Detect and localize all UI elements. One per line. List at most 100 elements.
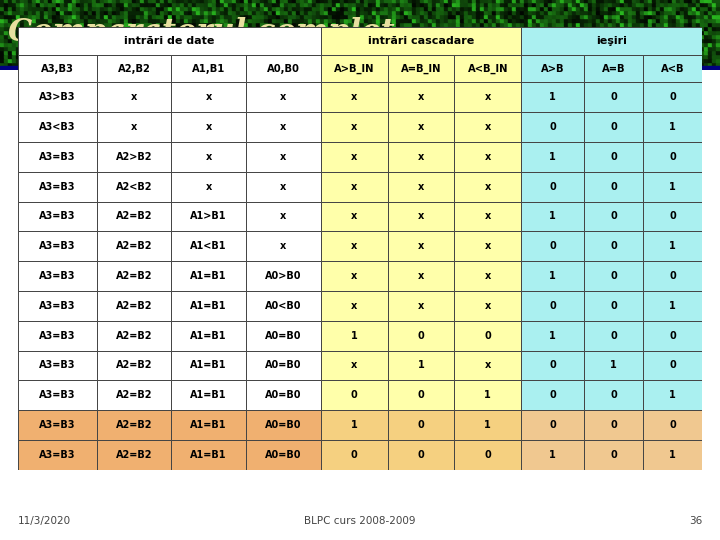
Bar [128, 50, 132, 54]
Bar [504, 58, 508, 62]
Bar [56, 2, 60, 6]
Bar [312, 66, 316, 70]
Bar [332, 0, 336, 2]
Text: 0: 0 [418, 420, 424, 430]
Bar [680, 30, 684, 34]
Bar [304, 30, 308, 34]
Text: ieşiri: ieşiri [596, 36, 627, 46]
Bar [224, 50, 228, 54]
Bar [340, 14, 344, 18]
Bar [104, 34, 108, 38]
Bar [348, 62, 352, 66]
Text: A3=B3: A3=B3 [39, 301, 76, 311]
Bar [456, 18, 460, 22]
Bar [260, 66, 264, 70]
Bar [532, 34, 536, 38]
Bar [668, 66, 672, 70]
Bar [132, 26, 136, 30]
Bar [584, 172, 643, 201]
Bar [320, 50, 324, 54]
Bar [100, 6, 104, 10]
Bar [76, 0, 80, 2]
Bar [128, 26, 132, 30]
Bar [68, 18, 72, 22]
Bar [156, 50, 160, 54]
Bar [204, 34, 208, 38]
Bar [644, 58, 648, 62]
Bar [684, 0, 688, 2]
Bar [24, 2, 28, 6]
Bar [564, 42, 568, 46]
Bar [276, 30, 280, 34]
Bar [372, 42, 376, 46]
Bar [144, 22, 148, 26]
Text: x: x [351, 361, 357, 370]
Bar [304, 50, 308, 54]
Bar [476, 62, 480, 66]
Bar [620, 54, 624, 58]
Bar [292, 14, 296, 18]
Bar [136, 10, 140, 14]
Bar [420, 46, 424, 50]
Bar [716, 14, 720, 18]
Bar [18, 231, 96, 261]
Bar [256, 46, 260, 50]
Bar [408, 50, 412, 54]
Bar [584, 261, 643, 291]
Bar [268, 62, 272, 66]
Bar [700, 10, 704, 14]
Bar [492, 18, 496, 22]
Bar [480, 10, 484, 14]
Bar [120, 30, 124, 34]
Bar [168, 30, 172, 34]
Bar [596, 26, 600, 30]
Text: 1: 1 [549, 450, 556, 460]
Bar [672, 46, 676, 50]
Bar [684, 10, 688, 14]
Bar [564, 26, 568, 30]
Bar [220, 42, 224, 46]
Bar [260, 22, 264, 26]
Bar [668, 30, 672, 34]
Text: A3=B3: A3=B3 [39, 330, 76, 341]
Bar [120, 66, 124, 70]
Bar [88, 14, 92, 18]
Bar [336, 42, 340, 46]
Bar [348, 66, 352, 70]
Bar [64, 0, 68, 2]
Bar [544, 18, 548, 22]
Bar [616, 38, 620, 42]
Bar [372, 30, 376, 34]
Bar [448, 50, 452, 54]
Bar [20, 66, 24, 70]
Bar [140, 30, 144, 34]
Bar [160, 22, 164, 26]
Bar [164, 58, 168, 62]
Bar [104, 46, 108, 50]
Bar [172, 50, 176, 54]
Bar [292, 46, 296, 50]
Bar [336, 66, 340, 70]
Bar [60, 2, 64, 6]
Bar [572, 50, 576, 54]
Bar [246, 201, 320, 231]
Bar [352, 10, 356, 14]
Bar [716, 34, 720, 38]
Bar [504, 26, 508, 30]
Bar [96, 42, 100, 46]
Bar [452, 10, 456, 14]
Bar [716, 62, 720, 66]
Bar [116, 54, 120, 58]
Bar [408, 38, 412, 42]
Bar [8, 0, 12, 2]
Bar [204, 26, 208, 30]
Bar [144, 66, 148, 70]
Bar [16, 66, 20, 70]
Bar [368, 10, 372, 14]
Bar [476, 42, 480, 46]
Bar [240, 14, 244, 18]
Bar [84, 26, 88, 30]
Bar [704, 14, 708, 18]
Bar [60, 50, 64, 54]
Bar [584, 321, 643, 350]
